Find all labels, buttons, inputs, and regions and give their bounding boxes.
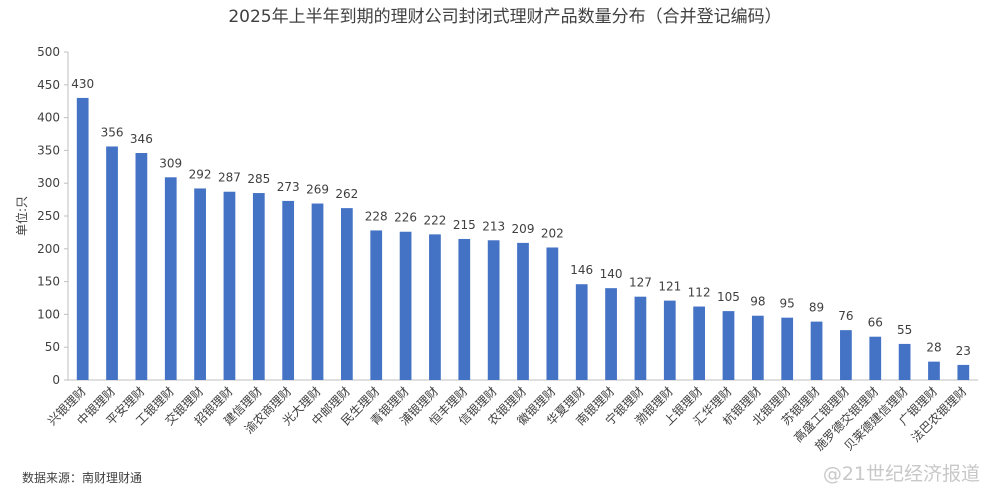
value-label: 346 (130, 132, 153, 146)
bar (781, 317, 794, 380)
y-tick-label: 100 (37, 307, 60, 321)
value-label: 209 (512, 222, 535, 236)
bar (341, 208, 353, 380)
bar (634, 296, 647, 380)
bar (575, 284, 588, 380)
bar (546, 247, 559, 380)
value-label: 213 (482, 219, 505, 233)
bar (693, 306, 705, 380)
bar (663, 300, 676, 380)
bar (840, 330, 852, 380)
bar (106, 146, 118, 380)
value-label: 356 (101, 125, 124, 139)
value-label: 228 (365, 209, 388, 223)
bar (810, 321, 823, 380)
y-tick-label: 350 (37, 143, 60, 157)
bar (957, 364, 970, 380)
value-label: 95 (780, 297, 795, 311)
bar (898, 343, 911, 380)
watermark: @21世纪经济报道 (823, 463, 980, 485)
value-label: 202 (541, 226, 564, 240)
value-label: 23 (956, 344, 971, 358)
bar (252, 193, 265, 380)
value-label: 89 (809, 301, 824, 315)
value-label: 309 (159, 156, 182, 170)
bar (76, 97, 89, 381)
value-label: 273 (277, 180, 300, 194)
value-label: 285 (247, 172, 270, 186)
value-label: 262 (335, 187, 358, 201)
bar (399, 231, 412, 380)
bar (311, 203, 324, 380)
value-label: 430 (71, 77, 94, 91)
bar (722, 311, 735, 380)
value-label: 98 (750, 295, 765, 309)
y-tick-label: 250 (37, 209, 60, 223)
bar (517, 242, 529, 380)
y-tick-label: 500 (37, 45, 60, 59)
y-tick-label: 0 (52, 373, 60, 387)
value-label: 121 (658, 280, 681, 294)
bar (751, 315, 764, 380)
value-label: 112 (688, 286, 711, 300)
bar (135, 153, 148, 380)
bar (223, 191, 236, 380)
value-label: 222 (423, 213, 446, 227)
value-label: 55 (897, 323, 912, 337)
y-tick-label: 50 (45, 340, 60, 354)
y-tick-label: 400 (37, 111, 60, 125)
bar (429, 234, 441, 380)
y-axis-label: 单位:只 (14, 196, 29, 236)
value-label: 127 (629, 276, 652, 290)
value-label: 287 (218, 171, 241, 185)
value-label: 66 (868, 316, 883, 330)
value-label: 226 (394, 211, 417, 225)
bar (370, 230, 383, 380)
y-tick-label: 150 (37, 275, 60, 289)
bar (605, 288, 617, 380)
y-tick-label: 450 (37, 78, 60, 92)
value-label: 28 (926, 341, 941, 355)
bar (487, 240, 500, 380)
y-tick-label: 300 (37, 176, 60, 190)
bar (164, 177, 177, 380)
bar (194, 188, 206, 380)
value-label: 146 (570, 263, 593, 277)
bar (458, 238, 471, 380)
bar (928, 361, 940, 380)
value-label: 140 (600, 267, 623, 281)
chart-title: 2025年上半年到期的理财公司封闭式理财产品数量分布（合并登记编码） (228, 7, 781, 27)
value-label: 269 (306, 183, 329, 197)
value-label: 292 (189, 167, 212, 181)
value-label: 76 (838, 309, 853, 323)
bar (282, 200, 295, 380)
source-note: 数据来源：南财理财通 (22, 470, 142, 485)
value-label: 105 (717, 290, 740, 304)
y-tick-label: 200 (37, 242, 60, 256)
bar (869, 336, 882, 380)
value-label: 215 (453, 218, 476, 232)
